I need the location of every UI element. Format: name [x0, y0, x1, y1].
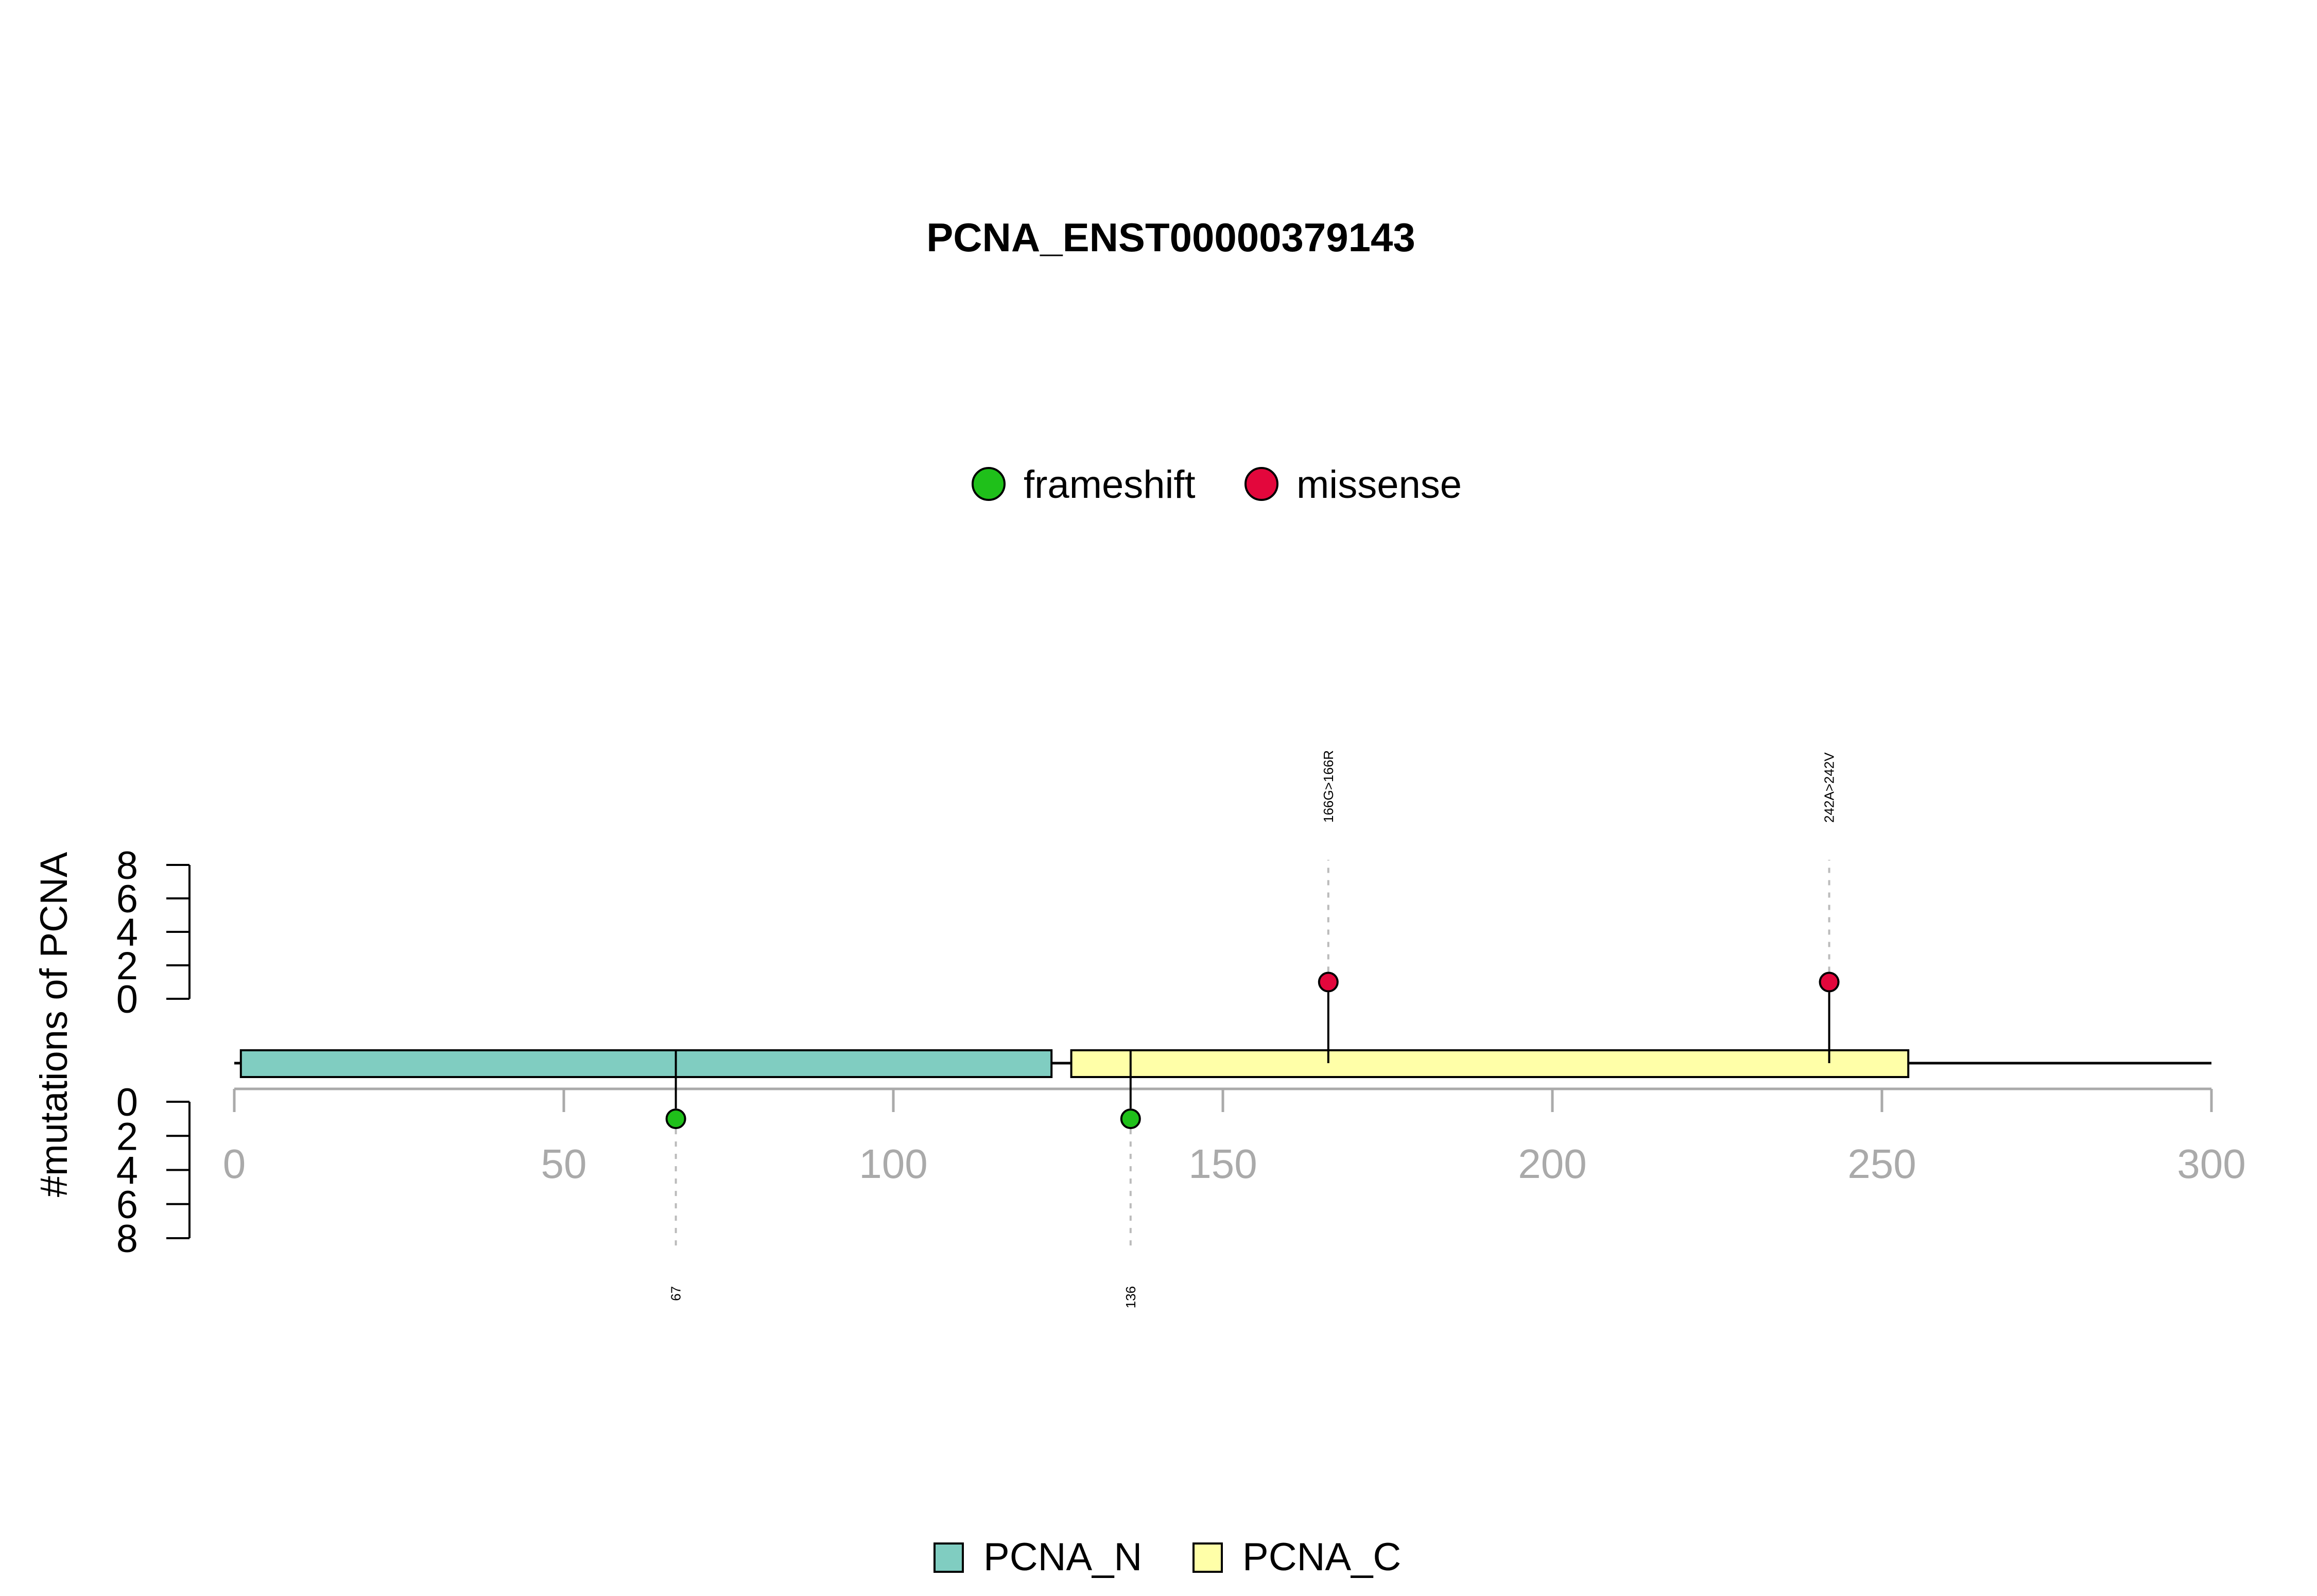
y-tick-label-bottom-0: 0: [116, 1081, 138, 1124]
chart-title: PCNA_ENST00000379143: [926, 215, 1415, 260]
y-tick-label-bottom-4: 4: [116, 1149, 138, 1193]
y-tick-label-bottom-6: 6: [116, 1183, 138, 1227]
domain-legend: PCNA_N PCNA_C: [933, 1535, 1401, 1579]
domain-PCNA_N: [239, 1049, 1053, 1078]
domain-boxes: [239, 1049, 1910, 1078]
y-tick-label-top-4: 4: [116, 911, 138, 955]
legend-swatch-missense: [1244, 467, 1278, 501]
lollipop-head-166: [1318, 972, 1339, 993]
domain-legend-label-PCNA_C: PCNA_C: [1242, 1535, 1401, 1579]
domain-PCNA_C: [1070, 1049, 1910, 1078]
x-tick-label-150: 150: [1188, 1141, 1257, 1187]
mutation-label-67: 67: [668, 1286, 684, 1301]
y-axis-label: #mutations of PCNA: [32, 852, 75, 1197]
domain-legend-swatch-PCNA_N: [933, 1542, 964, 1573]
mutation-lollipops: 166G>166R 242A>242V 67 136: [665, 750, 1840, 1308]
y-tick-label-bottom-2: 2: [116, 1115, 138, 1158]
y-tick-label-top-0: 0: [116, 978, 138, 1021]
x-tick-label-300: 300: [2177, 1141, 2245, 1187]
x-axis: 0 50 100 150 200 250 300: [223, 1087, 2246, 1187]
y-tick-label-top-8: 8: [116, 844, 138, 888]
mutation-label-242: 242A>242V: [1822, 752, 1837, 823]
lollipop-head-67: [665, 1108, 686, 1130]
legend-swatch-frameshift: [972, 467, 1006, 501]
legend-label-missense: missense: [1296, 463, 1462, 507]
y-tick-label-top-2: 2: [116, 944, 138, 988]
x-tick-label-200: 200: [1518, 1141, 1586, 1187]
x-tick-label-50: 50: [541, 1141, 587, 1187]
lollipop-head-242: [1819, 972, 1840, 993]
lollipop-head-136: [1120, 1108, 1141, 1130]
x-tick-label-250: 250: [1847, 1141, 1916, 1187]
mutation-label-166: 166G>166R: [1321, 750, 1336, 823]
y-tick-label-top-6: 6: [116, 877, 138, 921]
domain-legend-label-PCNA_N: PCNA_N: [983, 1535, 1142, 1579]
legend-label-frameshift: frameshift: [1024, 463, 1196, 507]
y-tick-label-bottom-8: 8: [116, 1217, 138, 1261]
mutation-label-136: 136: [1123, 1286, 1138, 1308]
x-tick-label-0: 0: [223, 1141, 246, 1187]
x-tick-label-100: 100: [859, 1141, 927, 1187]
mutation-legend: frameshift missense: [972, 463, 1462, 507]
domain-legend-swatch-PCNA_C: [1192, 1542, 1223, 1573]
